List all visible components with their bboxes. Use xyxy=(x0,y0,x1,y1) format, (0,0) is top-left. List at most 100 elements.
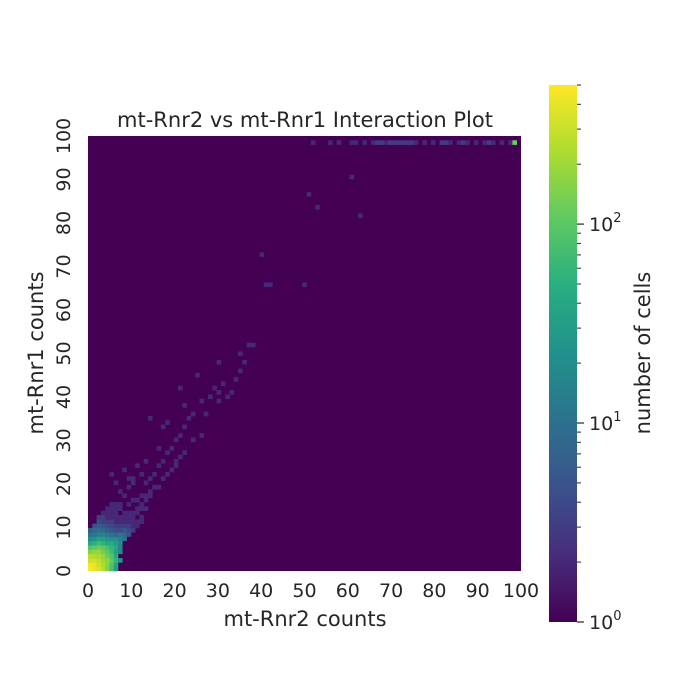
heatmap-cell xyxy=(310,140,316,145)
heatmap-cell xyxy=(105,562,110,567)
heatmap-cell xyxy=(126,527,132,533)
heatmap-cell xyxy=(96,553,102,559)
heatmap-cell xyxy=(409,140,415,145)
heatmap-cell xyxy=(105,545,110,550)
heatmap-cell xyxy=(105,536,110,542)
y-tick-label: 90 xyxy=(53,167,75,191)
heatmap-cell xyxy=(92,558,97,563)
heatmap-cell xyxy=(370,140,376,145)
heatmap-cell xyxy=(349,174,355,180)
heatmap-cell xyxy=(109,532,115,537)
heatmap-cell xyxy=(328,140,333,145)
heatmap-cell xyxy=(130,497,136,503)
heatmap-cell xyxy=(208,394,213,400)
heatmap-cell xyxy=(143,493,149,499)
heatmap-cell xyxy=(182,424,187,430)
heatmap-cell xyxy=(109,566,115,572)
heatmap-cell xyxy=(100,527,106,533)
heatmap-cell xyxy=(165,450,170,456)
heatmap-cell xyxy=(113,532,119,537)
heatmap-cell xyxy=(165,471,170,477)
heatmap-cell xyxy=(88,527,93,533)
heatmap-cell xyxy=(96,562,102,567)
heatmap-cell xyxy=(143,506,149,512)
heatmap-cell xyxy=(113,515,119,520)
y-axis: 0 10 20 30 40 50 60 70 80 90 100 xyxy=(53,118,75,577)
colorbar-tick-label: 101 xyxy=(589,410,621,435)
heatmap-cell xyxy=(220,381,226,387)
heatmap-cell xyxy=(439,140,445,145)
heatmap-cell xyxy=(143,497,149,503)
heatmap-cell xyxy=(148,476,153,481)
heatmap-cell xyxy=(118,519,123,524)
heatmap-cell xyxy=(182,403,187,408)
heatmap-cell xyxy=(178,454,183,460)
heatmap-cell xyxy=(92,540,97,546)
heatmap-cell xyxy=(130,480,136,486)
heatmap-cell xyxy=(118,545,123,550)
heatmap-cell xyxy=(143,480,149,486)
heatmap-cell xyxy=(126,519,132,524)
heatmap-cell xyxy=(490,140,496,145)
heatmap-cell xyxy=(460,140,466,145)
heatmap-cell xyxy=(383,140,389,145)
heatmap-cell xyxy=(315,204,320,210)
heatmap-cell xyxy=(92,536,97,542)
heatmap-cell xyxy=(160,459,166,464)
heatmap-cell xyxy=(96,527,102,533)
heatmap-cell xyxy=(130,515,136,520)
heatmap-cell xyxy=(92,553,97,559)
heatmap-cell xyxy=(109,471,115,477)
heatmap-cell xyxy=(473,140,479,145)
heatmap-cell xyxy=(242,359,247,365)
heatmap-cell xyxy=(113,527,119,533)
heatmap-cell xyxy=(130,527,136,533)
heatmap-cell xyxy=(126,515,132,520)
heatmap-cell xyxy=(105,510,110,516)
heatmap-cell xyxy=(109,510,115,516)
heatmap-cell xyxy=(216,398,222,404)
heatmap-cell xyxy=(113,553,119,559)
heatmap-cell xyxy=(448,140,453,145)
heatmap-cell xyxy=(92,527,97,533)
heatmap-cell xyxy=(122,527,127,533)
x-axis-label: mt-Rnr2 counts xyxy=(223,607,386,631)
heatmap-cell xyxy=(169,446,175,451)
y-tick-label: 0 xyxy=(53,565,75,577)
heatmap-cell xyxy=(126,532,132,537)
heatmap-cell xyxy=(122,515,127,520)
x-tick-label: 70 xyxy=(379,580,403,602)
x-tick-label: 10 xyxy=(119,580,143,602)
y-tick-label: 20 xyxy=(53,472,75,496)
heatmap-cell xyxy=(105,549,110,555)
y-axis-label: mt-Rnr1 counts xyxy=(24,271,48,434)
heatmap-cell xyxy=(113,558,119,563)
heatmap-cell xyxy=(109,502,115,507)
heatmap-cell xyxy=(96,566,102,572)
heatmap-cell xyxy=(135,463,140,468)
heatmap-cell xyxy=(100,545,106,550)
heatmap-cell xyxy=(122,467,127,473)
heatmap-cell xyxy=(88,558,93,563)
heatmap-cell xyxy=(405,140,410,145)
heatmap-cell xyxy=(118,532,123,537)
heatmap-cell xyxy=(238,368,243,374)
heatmap-cell xyxy=(88,553,93,559)
heatmap-cell xyxy=(126,510,132,516)
heatmap-cell xyxy=(92,549,97,555)
heatmap-cell xyxy=(113,502,119,507)
heatmap-cell xyxy=(216,359,222,365)
heatmap-cell xyxy=(118,502,123,507)
heatmap-cell xyxy=(122,523,127,529)
heatmap-cell xyxy=(118,489,123,494)
y-tick-label: 60 xyxy=(53,298,75,322)
heatmap-cell xyxy=(96,536,102,542)
heatmap-cell xyxy=(349,140,355,145)
heatmap-cell xyxy=(190,437,196,443)
heatmap-cell xyxy=(96,558,102,563)
heatmap-cell xyxy=(130,519,136,524)
heatmap-cell xyxy=(92,545,97,550)
heatmap-cell xyxy=(199,433,205,438)
heatmap-cell xyxy=(456,140,462,145)
